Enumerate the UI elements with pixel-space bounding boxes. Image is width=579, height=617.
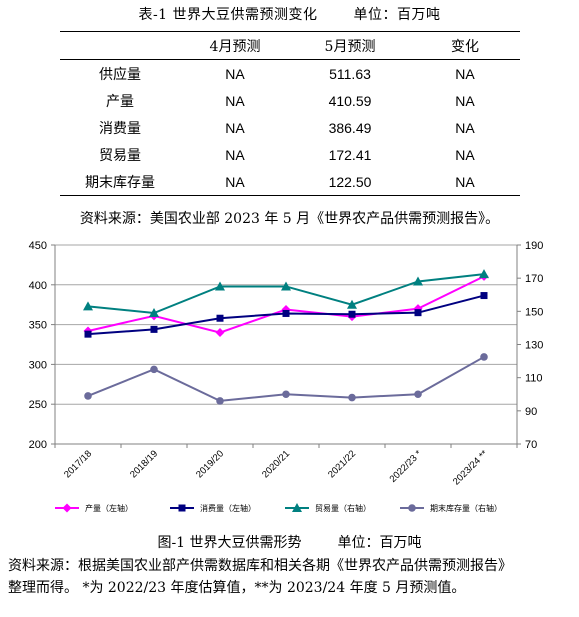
row-april: NA bbox=[180, 168, 290, 196]
soybean-chart: 200 250 300 350 400 450 70 90 110 130 150 170 190 201… bbox=[29, 240, 544, 513]
row-april: NA bbox=[225, 65, 245, 82]
data-point-diamond bbox=[281, 304, 291, 314]
data-point-circle bbox=[348, 393, 356, 402]
row-change: NA bbox=[455, 92, 475, 109]
table-title: 表-1 世界大豆供需预测变化 bbox=[138, 7, 318, 23]
table-row: 消费量 NA 386.49 NA bbox=[60, 114, 520, 141]
data-point-circle bbox=[150, 365, 158, 374]
row-item: 贸易量 bbox=[99, 147, 141, 164]
row-change: NA bbox=[455, 146, 475, 163]
figure-unit: 单位：百万吨 bbox=[337, 535, 422, 551]
left-axis-tick-label: 300 bbox=[29, 359, 47, 371]
right-axis-tick-label: 110 bbox=[525, 373, 543, 385]
left-axis-tick-label: 200 bbox=[29, 439, 47, 451]
row-item: 供应量 bbox=[99, 66, 141, 83]
row-change: NA bbox=[410, 168, 520, 196]
data-point-circle bbox=[480, 353, 488, 361]
header-change: 变化 bbox=[410, 31, 520, 60]
header-april: 4月预测 bbox=[180, 31, 290, 60]
legend-label: 期末库存量（右轴） bbox=[430, 503, 502, 513]
row-may: 122.50 bbox=[290, 168, 410, 196]
data-point-circle bbox=[414, 390, 422, 399]
legend-label: 消费量（左轴） bbox=[200, 503, 256, 513]
table-row: 期末库存量 NA 122.50 NA bbox=[60, 168, 520, 196]
data-point-triangle bbox=[149, 307, 159, 317]
data-point-triangle bbox=[479, 269, 489, 279]
right-axis-tick-label: 150 bbox=[525, 306, 543, 318]
x-axis-tick-label: 2020/21 bbox=[260, 448, 292, 480]
table-row: 供应量 NA 511.63 NA bbox=[60, 60, 520, 88]
row-april: NA bbox=[225, 92, 245, 109]
row-change: NA bbox=[455, 119, 475, 136]
data-point-square bbox=[150, 325, 158, 333]
table-unit: 单位：百万吨 bbox=[353, 7, 441, 23]
data-point-triangle bbox=[292, 503, 302, 512]
data-point-diamond bbox=[62, 503, 72, 513]
data-point-triangle bbox=[281, 281, 291, 291]
table-source-note: 资料来源：美国农业部 2023 年 5 月《世界农产品供需预测报告》。 bbox=[79, 211, 500, 227]
data-point-square bbox=[216, 314, 224, 322]
row-may: 511.63 bbox=[329, 65, 371, 82]
row-item: 消费量 bbox=[99, 120, 141, 137]
data-point-square bbox=[480, 292, 488, 300]
table-caption: 表-1 世界大豆供需预测变化 单位：百万吨 bbox=[0, 4, 579, 24]
data-point-square bbox=[84, 330, 92, 338]
data-point-circle bbox=[282, 390, 290, 399]
data-point-circle bbox=[408, 504, 416, 512]
right-axis-tick-label: 130 bbox=[525, 340, 543, 352]
table-row: 贸易量 NA 172.41 NA bbox=[60, 141, 520, 168]
left-axis-tick-label: 350 bbox=[29, 320, 47, 332]
row-april: NA bbox=[225, 119, 245, 136]
row-may: 172.41 bbox=[328, 146, 372, 163]
x-axis-tick-label: 2018/19 bbox=[128, 448, 160, 480]
data-point-square bbox=[348, 310, 356, 318]
data-point-square bbox=[178, 504, 186, 512]
row-may: 410.59 bbox=[328, 92, 372, 109]
data-point-square bbox=[414, 309, 422, 317]
legend-label: 产量（左轴） bbox=[85, 503, 133, 513]
figure-title: 图-1 世界大豆供需形势 bbox=[157, 535, 302, 551]
right-axis-tick-label: 70 bbox=[525, 439, 537, 451]
figure-source-line-1: 资料来源：根据美国农业部产供需数据库和相关各期《世界农产品供需预测报告》 bbox=[8, 558, 512, 574]
row-item: 期末库存量 bbox=[60, 168, 180, 196]
x-axis-tick-label: 2019/20 bbox=[194, 448, 226, 480]
table-row: 产量 NA 410.59 NA bbox=[60, 87, 520, 114]
right-axis-tick-label: 90 bbox=[525, 406, 537, 418]
data-point-triangle bbox=[83, 301, 93, 311]
data-point-square bbox=[282, 309, 290, 317]
data-point-triangle bbox=[413, 276, 423, 286]
figure-source-note: 资料来源：根据美国农业部产供需数据库和相关各期《世界农产品供需预测报告》 整理而… bbox=[8, 555, 574, 599]
right-axis-tick-label: 190 bbox=[525, 240, 543, 252]
row-item: 产量 bbox=[106, 93, 134, 110]
figure-source-line-2: 整理而得。 *为 2022/23 年度估算值，**为 2023/24 年度 5 … bbox=[8, 580, 466, 596]
x-axis-tick-label: 2022/23 * bbox=[388, 448, 425, 485]
x-axis-tick-label: 2017/18 bbox=[62, 448, 94, 480]
row-may: 386.49 bbox=[328, 119, 372, 136]
data-point-circle bbox=[84, 392, 92, 400]
row-change: NA bbox=[455, 65, 475, 82]
data-point-triangle bbox=[215, 281, 225, 291]
data-point-diamond bbox=[215, 328, 225, 338]
x-axis-tick-label: 2021/22 bbox=[326, 448, 358, 480]
left-axis-tick-label: 250 bbox=[29, 399, 47, 411]
header-item bbox=[60, 31, 180, 60]
data-point-circle bbox=[216, 397, 224, 405]
header-may: 5月预测 bbox=[290, 31, 410, 60]
table-header-row: 4月预测 5月预测 变化 bbox=[60, 31, 520, 60]
x-axis-tick-label: 2023/24 ** bbox=[451, 448, 490, 487]
left-axis-tick-label: 400 bbox=[29, 280, 47, 292]
right-axis-tick-label: 170 bbox=[525, 273, 543, 285]
left-axis-tick-label: 450 bbox=[29, 240, 47, 252]
legend-label: 贸易量（右轴） bbox=[315, 503, 371, 513]
row-april: NA bbox=[225, 146, 245, 163]
figure-caption: 图-1 世界大豆供需形势 单位：百万吨 bbox=[0, 532, 579, 552]
data-point-triangle bbox=[347, 299, 357, 309]
supply-demand-table: 4月预测 5月预测 变化 供应量 NA 511.63 NA 产量 NA 410.… bbox=[60, 31, 520, 196]
